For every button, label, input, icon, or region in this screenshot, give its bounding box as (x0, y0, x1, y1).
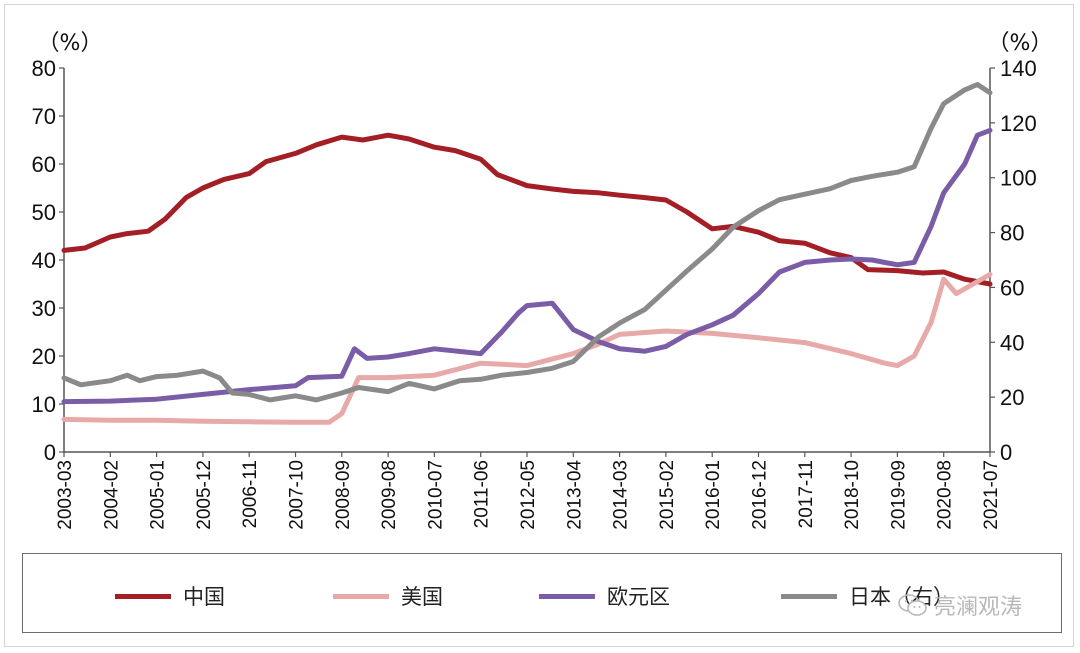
x-axis-tick-label: 2017-11 (796, 460, 817, 528)
legend-item-eurozone: 欧元区 (539, 584, 670, 609)
legend-item-usa: 美国 (333, 584, 443, 609)
x-axis-tick-label: 2014-03 (611, 460, 632, 530)
legend: 中国 美国 欧元区 日本（右） (22, 553, 1062, 633)
left-axis-unit-label: （%） (38, 31, 103, 56)
x-axis-tick-label: 2020-08 (935, 460, 956, 530)
chart-frame (4, 4, 1074, 647)
x-axis-tick-label: 2007-10 (287, 460, 308, 530)
x-axis-tick-label: 2018-10 (842, 460, 863, 530)
legend-swatch-eurozone (539, 593, 595, 599)
right-axis-tick-label: 0 (1000, 440, 1012, 465)
x-axis-tick-label: 2013-04 (564, 460, 585, 530)
series-line-3 (61, 82, 993, 403)
x-axis-tick-label: 2010-07 (425, 460, 446, 530)
series-line-2 (61, 127, 993, 405)
left-axis-tick-label: 40 (32, 248, 56, 273)
x-axis-tick-label: 2019-09 (888, 460, 909, 530)
left-axis-tick-label: 20 (32, 344, 56, 369)
x-axis-tick-label: 2016-01 (703, 460, 724, 530)
series-line-1 (61, 271, 993, 425)
right-axis-tick-label: 60 (1000, 275, 1024, 300)
x-axis-tick-label: 2011-06 (472, 460, 493, 528)
right-axis-unit-label: （%） (988, 31, 1053, 56)
line-chart: 0 10 20 30 40 50 60 70 80 0 20 40 60 80 100 120 140 2003-… (32, 31, 1053, 530)
x-axis-tick-label: 2016-12 (750, 460, 771, 530)
series-line-0 (61, 132, 993, 287)
right-axis-tick-label: 20 (1000, 385, 1024, 410)
x-axis-tick-label: 2015-02 (657, 460, 678, 530)
left-axis-tick-label: 70 (32, 104, 56, 129)
x-axis-tick-label: 2005-01 (148, 460, 169, 530)
x-axis-tick-label: 2006-11 (240, 460, 261, 528)
legend-label-usa: 美国 (401, 585, 443, 609)
left-axis-tick-label: 10 (32, 392, 56, 417)
x-axis-tick-label: 2008-09 (333, 460, 354, 530)
legend-swatch-china (115, 593, 171, 599)
right-axis-tick-label: 120 (1000, 111, 1037, 136)
series-layer (61, 82, 993, 425)
axes: 0 10 20 30 40 50 60 70 80 0 20 40 60 80 100 120 140 2003-… (32, 56, 1037, 530)
legend-label-china: 中国 (183, 585, 225, 609)
x-axis-tick-label: 2009-08 (379, 460, 400, 530)
right-axis-tick-label: 80 (1000, 221, 1024, 246)
right-axis-tick-label: 100 (1000, 166, 1037, 191)
x-axis-tick-label: 2004-02 (101, 460, 122, 530)
left-axis-tick-label: 0 (44, 440, 56, 465)
watermark-text: 亮澜观涛 (934, 595, 1023, 620)
right-axis-tick-label: 40 (1000, 330, 1024, 355)
legend-swatch-usa (333, 593, 389, 599)
legend-label-eurozone: 欧元区 (607, 585, 670, 609)
x-axis-tick-label: 2003-03 (55, 460, 76, 530)
x-axis-tick-label: 2021-07 (981, 460, 1002, 530)
watermark: 亮澜观涛 (898, 589, 1022, 621)
x-axis-tick-label: 2005-12 (194, 460, 215, 530)
left-axis-tick-label: 30 (32, 296, 56, 321)
wechat-icon (898, 594, 927, 616)
right-axis-tick-label: 140 (1000, 56, 1037, 81)
legend-swatch-japan (781, 593, 837, 599)
left-axis-tick-label: 60 (32, 152, 56, 177)
legend-item-china: 中国 (115, 584, 225, 609)
left-axis-tick-label: 80 (32, 56, 56, 81)
left-axis-tick-label: 50 (32, 200, 56, 225)
x-axis-tick-label: 2012-05 (518, 460, 539, 530)
